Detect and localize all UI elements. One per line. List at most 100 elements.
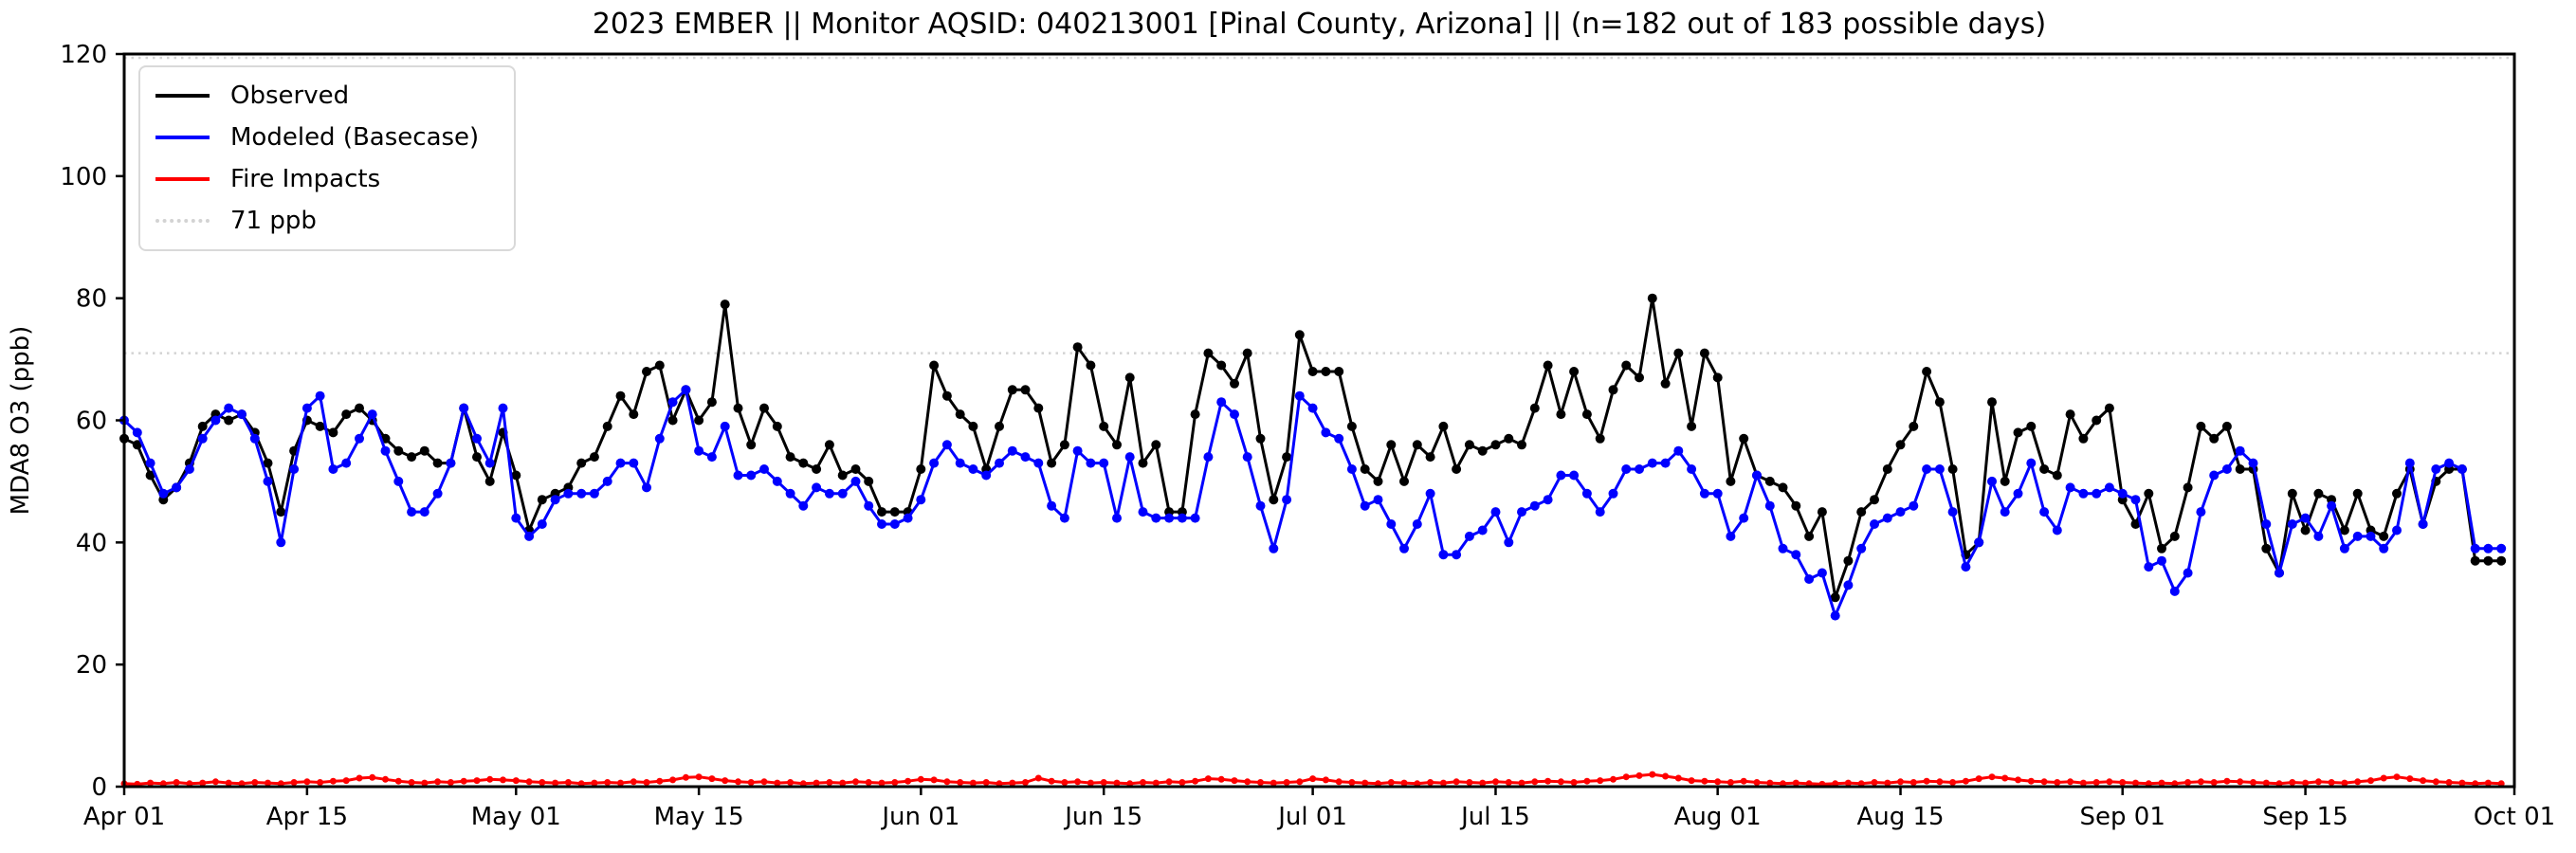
data-point <box>982 779 990 786</box>
data-point <box>1282 452 1292 463</box>
data-point <box>1504 433 1514 444</box>
data-point <box>1936 778 1944 786</box>
data-point <box>393 445 404 456</box>
data-point <box>1178 779 1186 786</box>
data-point <box>654 433 665 444</box>
data-point <box>2339 525 2349 535</box>
data-point <box>1282 495 1292 505</box>
data-point <box>1464 440 1474 450</box>
data-point <box>1099 458 1109 468</box>
data-point <box>173 779 180 786</box>
data-point <box>2261 519 2272 529</box>
data-point <box>1386 519 1397 529</box>
data-point <box>654 360 665 371</box>
data-point <box>2313 488 2324 499</box>
data-point <box>2496 555 2507 566</box>
data-point <box>1544 777 1552 785</box>
data-point <box>1699 488 1709 499</box>
data-point <box>2104 482 2114 493</box>
observed-series-markers <box>119 293 2507 603</box>
data-point <box>1477 525 1488 535</box>
data-point <box>2444 458 2455 468</box>
data-point <box>2209 470 2220 481</box>
data-point <box>1766 779 1774 787</box>
data-point <box>643 779 650 786</box>
data-point <box>2354 778 2362 786</box>
data-point <box>1124 452 1135 463</box>
x-tick-label: Jul 01 <box>1276 803 1347 831</box>
data-point <box>733 470 743 481</box>
data-point <box>774 779 781 787</box>
data-point <box>2339 543 2349 554</box>
data-point <box>1231 777 1238 785</box>
legend-item-modeled: Modeled (Basecase) <box>155 117 499 158</box>
data-point <box>1242 348 1252 358</box>
data-point <box>1701 777 1708 785</box>
data-point <box>1464 531 1474 541</box>
data-point <box>1712 372 1723 383</box>
observed-line-swatch <box>155 94 210 98</box>
data-point <box>1856 507 1867 517</box>
data-point <box>2119 779 2127 786</box>
data-point <box>2169 586 2180 596</box>
data-point <box>1061 779 1069 786</box>
data-point <box>2287 519 2297 529</box>
x-tick-label: Jul 15 <box>1459 803 1530 831</box>
data-point <box>1517 507 1526 517</box>
data-point <box>1033 458 1044 468</box>
data-point <box>2092 488 2102 499</box>
data-point <box>407 452 417 463</box>
data-point <box>1687 464 1697 474</box>
data-point <box>1346 421 1357 431</box>
data-point <box>1884 779 1891 787</box>
data-point <box>798 500 809 511</box>
data-point <box>772 476 782 486</box>
data-point <box>1009 779 1016 787</box>
data-point <box>865 779 872 786</box>
data-point <box>1112 513 1122 523</box>
data-point <box>2302 779 2310 787</box>
data-point <box>2065 409 2075 420</box>
data-point <box>2092 415 2102 426</box>
data-point <box>1543 495 1553 505</box>
data-point <box>1112 440 1122 450</box>
data-point <box>785 452 795 463</box>
data-point <box>2445 779 2453 786</box>
data-point <box>941 440 952 450</box>
data-point <box>1033 403 1044 413</box>
data-point <box>1425 488 1435 499</box>
data-point <box>2065 482 2075 493</box>
data-point <box>1909 779 1917 786</box>
data-point <box>276 507 286 517</box>
data-point <box>329 777 337 785</box>
data-point <box>1581 409 1592 420</box>
data-point <box>1400 779 1408 787</box>
chart-title: 2023 EMBER || Monitor AQSID: 040213001 [… <box>592 8 2047 41</box>
data-point <box>1294 330 1305 340</box>
data-point <box>301 403 312 413</box>
x-tick-label: Sep 01 <box>2080 803 2165 831</box>
data-point <box>2067 778 2074 786</box>
data-point <box>1177 513 1187 523</box>
data-point <box>1399 543 1409 554</box>
data-point <box>1334 367 1344 376</box>
data-point <box>591 779 598 787</box>
data-point <box>772 421 782 431</box>
data-point <box>1099 421 1109 431</box>
x-tick-label: Sep 15 <box>2262 803 2348 831</box>
data-point <box>211 778 219 786</box>
data-point <box>2432 778 2439 786</box>
data-point <box>1764 476 1775 486</box>
data-point <box>1621 360 1632 371</box>
data-point <box>1192 777 1199 785</box>
data-point <box>1660 458 1671 468</box>
data-point <box>1570 779 1578 786</box>
data-point <box>1100 779 1107 786</box>
data-point <box>722 777 729 785</box>
data-point <box>1361 779 1369 787</box>
data-point <box>407 507 417 517</box>
data-point <box>1687 421 1697 431</box>
data-point <box>2052 470 2062 481</box>
data-point <box>172 482 182 493</box>
data-point <box>2393 773 2401 781</box>
